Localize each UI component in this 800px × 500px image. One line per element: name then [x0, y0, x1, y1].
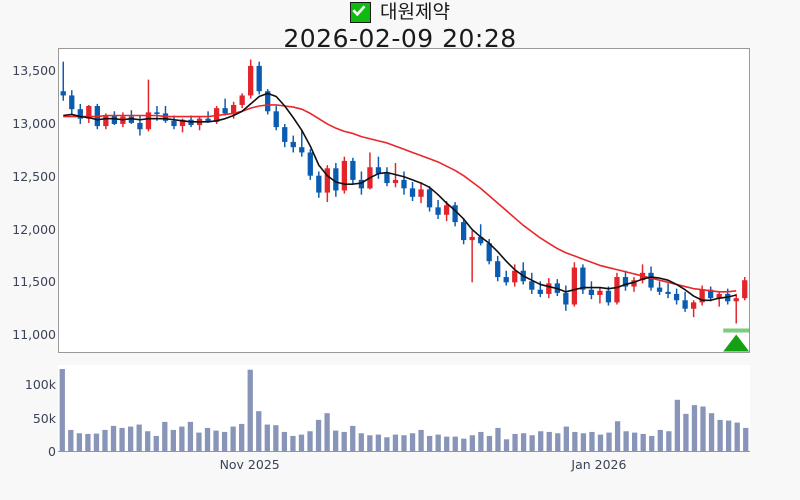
price-tick-label: 12,000	[12, 221, 56, 237]
volume-tick-label: 0	[48, 444, 56, 459]
date-tick-label: Nov 2025	[219, 457, 280, 472]
price-tick-label: 13,000	[12, 116, 56, 131]
chart-header: 대원제약 2026-02-09 20:28	[0, 0, 800, 53]
price-tick-label: 11,000	[12, 327, 56, 343]
price-tick-label: 13,500	[12, 63, 56, 79]
candlestick-plot	[60, 59, 750, 352]
volume-tick-label: 100k	[24, 377, 56, 393]
volume-chart-panel	[58, 365, 750, 452]
title-row: 대원제약	[0, 0, 800, 24]
volume-tick-label: 50k	[32, 410, 56, 426]
date-tick-label: Jan 2026	[571, 457, 627, 472]
price-tick-label: 12,500	[12, 168, 56, 184]
page-title: 대원제약	[380, 1, 450, 23]
price-tick-label: 11,500	[12, 274, 56, 290]
green-check-icon	[350, 1, 372, 23]
price-chart-panel	[58, 48, 750, 353]
volume-plot	[59, 369, 749, 452]
